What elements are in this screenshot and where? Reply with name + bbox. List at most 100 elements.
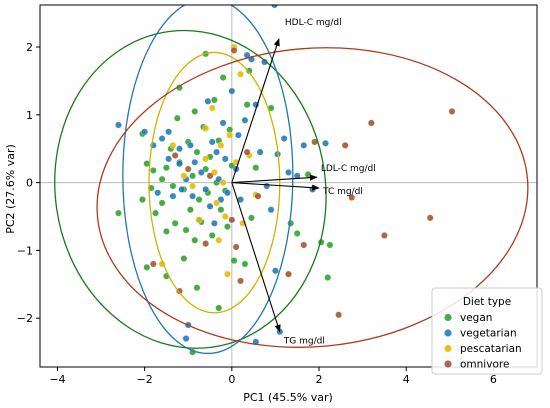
point-pescatarian <box>221 213 229 220</box>
point-vegetarian <box>165 128 172 136</box>
point-vegetarian <box>261 58 268 66</box>
x-tick-label: 2 <box>316 373 323 386</box>
point-vegan <box>248 214 255 222</box>
axes: −4 −2 0 2 4 6 −2 −1 0 1 2 <box>17 4 538 386</box>
point-omnivore <box>381 232 388 239</box>
point-vegan <box>304 171 312 178</box>
point-omnivore <box>254 192 262 200</box>
point-vegan <box>115 209 122 217</box>
loading-arrow <box>231 38 280 183</box>
point-vegetarian <box>176 145 183 153</box>
point-vegetarian <box>228 87 236 95</box>
point-vegetarian <box>169 192 177 200</box>
point-vegetarian <box>221 155 229 163</box>
point-omnivore <box>171 152 179 159</box>
legend-label-omnivore: omnivore <box>460 359 509 371</box>
legend-items: vegan vegetarian pescatarian omnivore <box>444 312 522 371</box>
loading-label: HDL-C mg/dl <box>285 18 342 28</box>
y-tick-label: −2 <box>17 312 33 325</box>
legend-marker-pescatarian <box>444 344 452 353</box>
point-pescatarian <box>195 216 203 224</box>
point-omnivore <box>228 216 236 224</box>
point-vegetarian <box>235 131 242 139</box>
point-pescatarian <box>237 70 244 78</box>
point-vegan <box>215 304 223 312</box>
point-vegan <box>189 172 196 180</box>
point-vegan <box>182 226 190 234</box>
point-pescatarian <box>202 155 210 163</box>
y-axis-label: PC2 (27.6% var) <box>4 144 17 234</box>
ellipse-omnivore <box>96 47 529 348</box>
plot-frame <box>39 4 538 368</box>
point-vegan <box>219 74 227 81</box>
point-vegetarian <box>206 202 214 210</box>
point-vegetarian <box>224 189 231 197</box>
point-omnivore <box>348 194 356 201</box>
plot-area: HDL-C mg/dl LDL-C mg/dl TC mg/dl TG mg/dl <box>40 5 537 367</box>
legend-box <box>431 287 543 375</box>
point-vegetarian <box>178 186 186 193</box>
point-vegetarian <box>322 139 329 147</box>
point-vegetarian <box>182 335 190 342</box>
point-vegetarian <box>293 172 301 180</box>
point-vegan <box>293 230 301 237</box>
loading-arrow <box>231 182 281 333</box>
ellipse-vegan <box>54 29 327 349</box>
point-pescatarian <box>219 179 227 186</box>
point-vegan <box>211 96 218 104</box>
point-vegetarian <box>263 182 271 190</box>
point-vegan <box>208 232 216 239</box>
legend-label-vegetarian: vegetarian <box>460 328 517 340</box>
x-axis-label: PC1 (45.5% var) <box>243 391 333 404</box>
point-vegan <box>169 182 177 190</box>
point-vegetarian <box>154 189 162 197</box>
point-pescatarian <box>226 131 233 139</box>
point-vegan <box>193 284 201 292</box>
point-pescatarian <box>217 141 225 149</box>
legend-marker-omnivore <box>444 360 452 368</box>
point-pescatarian <box>224 270 231 278</box>
point-vegan <box>191 108 199 115</box>
point-vegan <box>195 196 203 203</box>
legend-label-pescatarian: pescatarian <box>460 343 522 355</box>
point-pescatarian <box>202 125 210 132</box>
point-omnivore <box>206 172 214 180</box>
point-vegan <box>143 263 151 271</box>
x-tick-label: 0 <box>228 373 235 386</box>
point-pescatarian <box>180 172 188 180</box>
point-omnivore <box>426 214 434 222</box>
point-vegetarian <box>165 155 172 163</box>
point-pescatarian <box>208 104 216 112</box>
x-tick-label: −2 <box>137 373 153 386</box>
point-vegan <box>326 241 334 249</box>
point-vegan <box>163 164 170 172</box>
point-vegetarian <box>241 116 249 124</box>
point-omnivore <box>202 240 210 247</box>
point-omnivore <box>341 141 349 149</box>
point-vegan <box>158 175 166 183</box>
point-vegetarian <box>213 148 220 156</box>
y-tick-label: 0 <box>26 177 33 190</box>
point-vegan <box>224 223 231 231</box>
loading-arrow <box>231 182 320 191</box>
point-vegetarian <box>204 97 212 105</box>
point-pescatarian <box>169 141 177 149</box>
point-vegan <box>193 148 201 156</box>
point-vegetarian <box>202 186 210 193</box>
loading-label: LDL-C mg/dl <box>321 164 376 174</box>
point-omnivore <box>243 148 251 156</box>
point-vegan <box>191 236 199 244</box>
point-pescatarian <box>213 199 220 207</box>
point-vegetarian <box>176 160 183 167</box>
point-vegan <box>171 219 179 227</box>
point-vegan <box>217 206 225 214</box>
point-vegan <box>158 199 166 207</box>
point-omnivore <box>367 119 375 127</box>
point-vegetarian <box>219 119 227 127</box>
point-vegetarian <box>158 135 166 142</box>
point-vegetarian <box>187 141 194 149</box>
point-vegetarian <box>141 128 148 136</box>
point-vegan <box>163 228 170 235</box>
point-vegan <box>180 255 188 262</box>
point-vegetarian <box>280 135 288 142</box>
